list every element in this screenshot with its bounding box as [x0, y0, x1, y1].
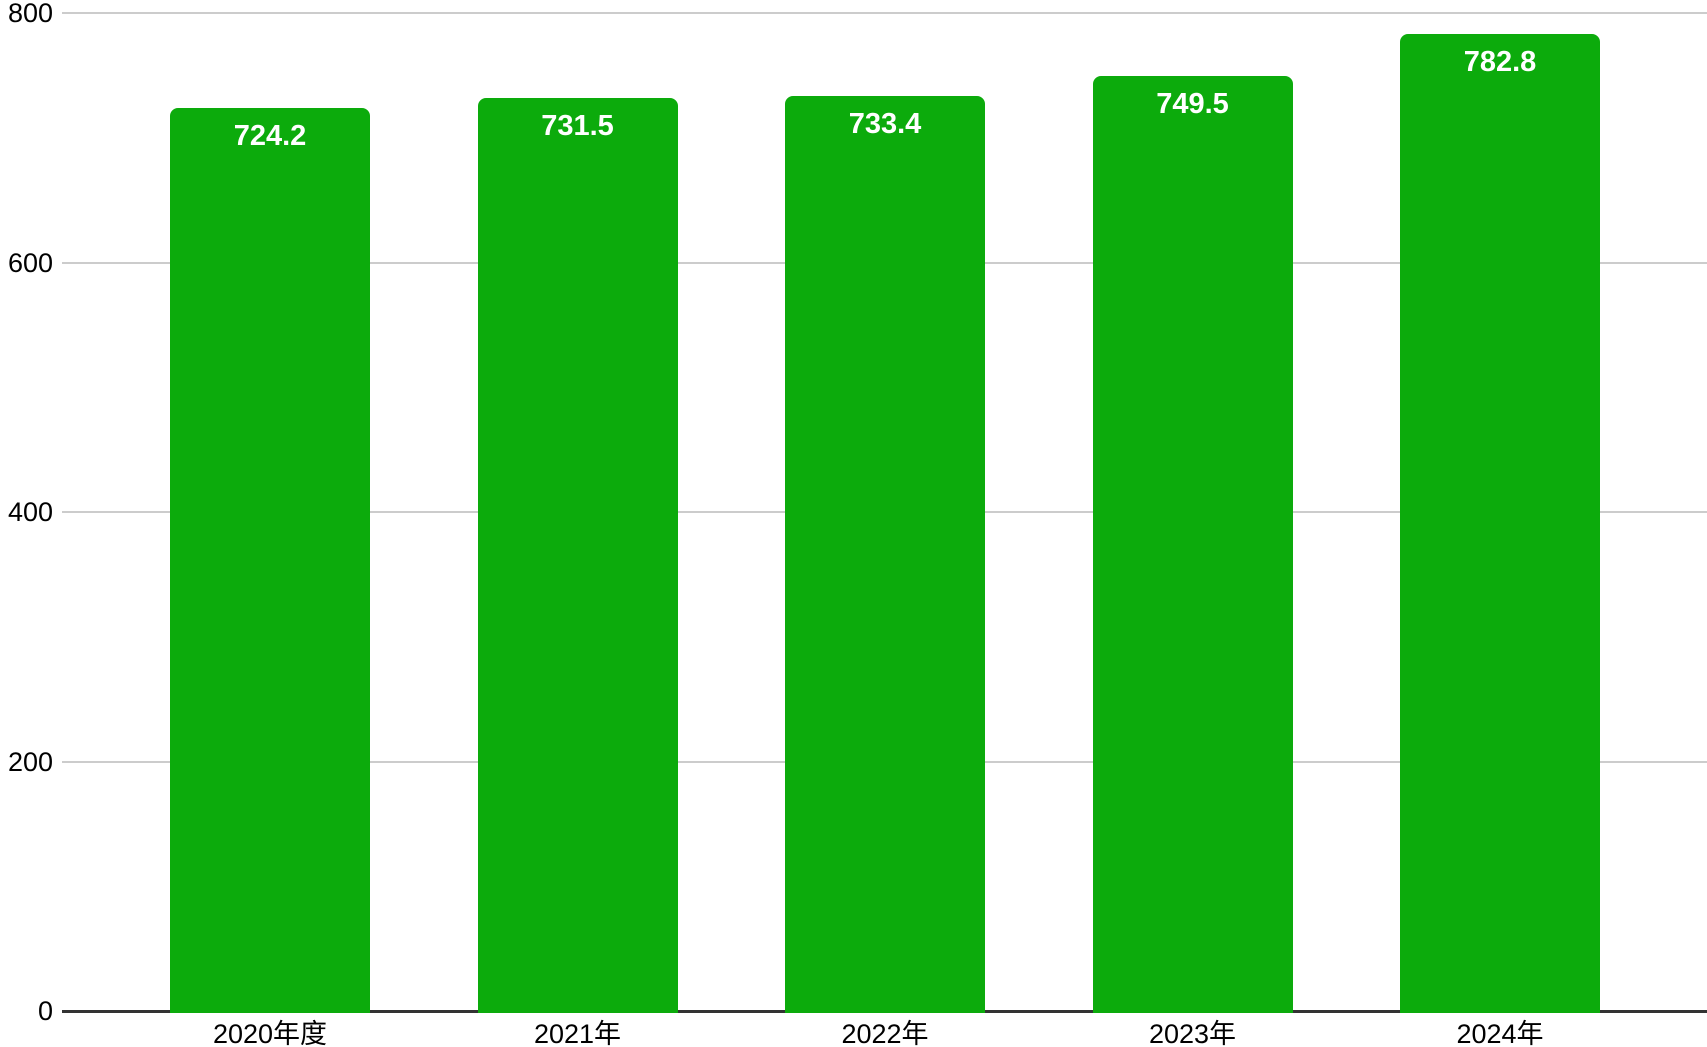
x-category-label-2024年: 2024年: [1456, 1019, 1544, 1047]
y-tick-label-800: 800: [7, 0, 53, 28]
bar-2021年[interactable]: [477, 98, 678, 1013]
x-category-label-2023年: 2023年: [1148, 1019, 1237, 1047]
bar-2020年度[interactable]: [170, 107, 370, 1013]
x-category-label-2021年: 2021年: [533, 1019, 622, 1047]
bar-value-label-2020年度: 724.2: [233, 119, 307, 152]
y-tick-label-0: 0: [37, 996, 53, 1026]
bar-value-label-2024年: 782.8: [1463, 46, 1537, 79]
y-tick-label-200: 200: [7, 746, 53, 777]
bar-2023年[interactable]: [1092, 75, 1293, 1013]
bar-value-label-2023年: 749.5: [1156, 87, 1229, 120]
x-category-label-2020年度: 2020年度: [212, 1019, 328, 1047]
y-tick-label-600: 600: [7, 247, 53, 278]
bar-2022年[interactable]: [785, 96, 985, 1013]
x-category-label-2022年: 2022年: [841, 1019, 929, 1047]
bar-2024年[interactable]: [1400, 34, 1600, 1013]
bar-value-label-2021年: 731.5: [541, 110, 614, 143]
bar-value-label-2022年: 733.4: [848, 108, 922, 141]
y-tick-label-400: 400: [7, 497, 53, 527]
gridline-800: [62, 12, 1707, 14]
